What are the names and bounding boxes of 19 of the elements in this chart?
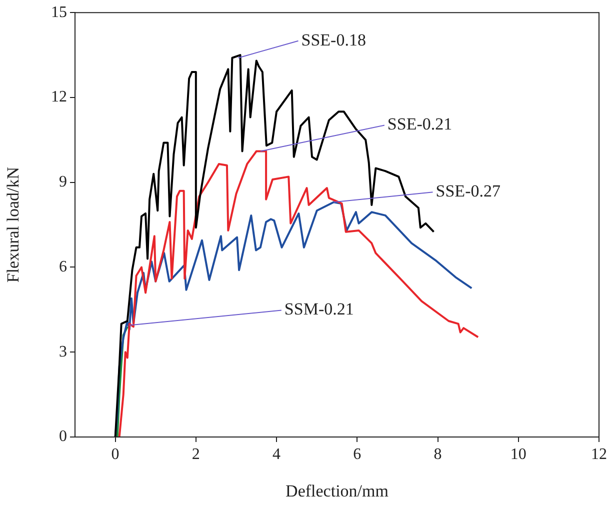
annotation: SSE-0.21: [387, 114, 452, 134]
y-axis-title: Flexural load/kN: [4, 166, 23, 283]
y-tick-label: 9: [59, 174, 67, 191]
annotation: SSE-0.27: [436, 182, 501, 201]
x-tick-label: 6: [353, 446, 362, 463]
annotation: SSE-0.18: [301, 30, 366, 50]
y-tick-label: 6: [59, 258, 67, 276]
y-tick-label: 12: [51, 88, 67, 106]
x-tick-label: 12: [591, 446, 607, 463]
y-tick-label: 15: [51, 4, 67, 21]
x-tick-label: 0: [111, 446, 120, 463]
x-tick-label: 10: [510, 446, 526, 463]
x-tick-label: 2: [192, 446, 200, 463]
y-tick-label: 3: [59, 343, 67, 360]
y-tick-label: 0: [59, 428, 67, 446]
x-tick-label: 8: [434, 446, 442, 463]
x-tick-label: 4: [272, 446, 281, 463]
annotation: SSM-0.21: [284, 300, 354, 319]
x-axis-title: Deflection/mm: [286, 481, 388, 500]
